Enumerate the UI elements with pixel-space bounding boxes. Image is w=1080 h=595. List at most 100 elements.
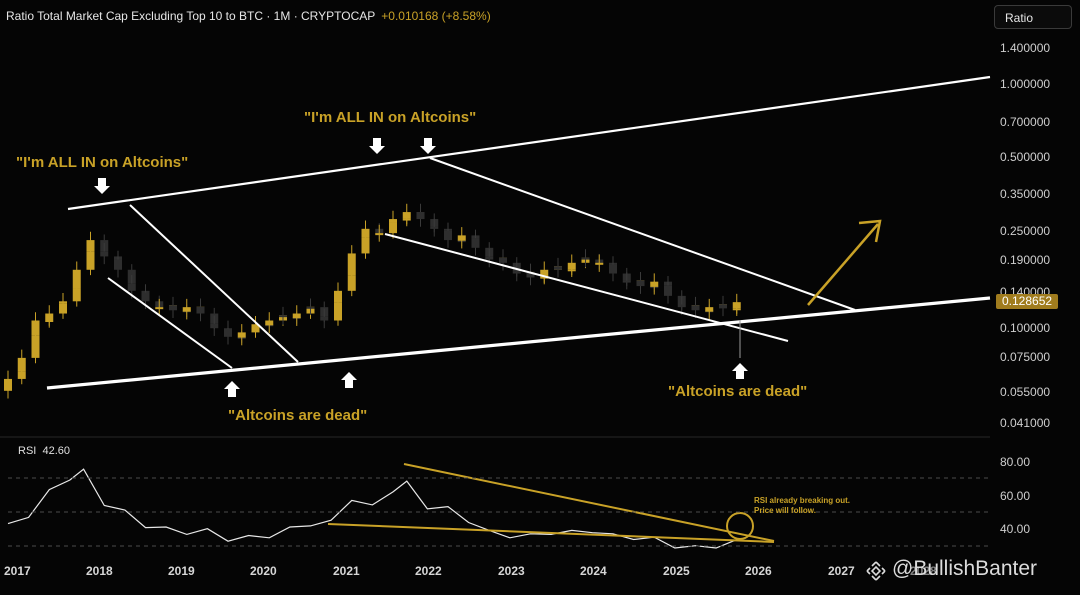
candle-body [471,238,480,248]
x-tick-label: 2020 [250,564,277,578]
candle-body [45,313,54,320]
candle-body [210,323,219,329]
candle-body [320,316,329,321]
arrow-down-icon [420,138,436,154]
candle-body [705,307,714,312]
rsi-tick-label: 80.00 [1000,455,1031,469]
y-tick-label: 0.700000 [1000,115,1051,129]
candle-body [719,304,727,309]
candle-body [196,306,205,314]
x-tick-label: 2018 [86,564,113,578]
arrow-up-icon [732,363,748,379]
x-tick-label: 2021 [333,564,360,578]
candle-body [636,280,645,287]
candle-body [567,262,576,270]
chart-header: Ratio Total Market Cap Excluding Top 10 … [6,9,491,23]
rsi-value: 42.60 [42,445,70,457]
rsi-tick-label: 40.00 [1000,522,1031,536]
candle-body [499,257,507,263]
rsi-label: RSI [18,445,37,457]
arrow-down-icon [369,138,385,154]
scale-mode-button[interactable]: Ratio [994,5,1072,29]
rsi-legend: RSI 42.60 [18,445,70,457]
candle-body [485,256,494,260]
candle-body [416,211,425,220]
candle-body [664,285,672,296]
candle-body [361,228,370,238]
watermark-text: @BullishBanter [892,557,1038,580]
y-tick-label: 0.350000 [1000,187,1051,201]
candle-body [457,235,466,241]
candle-body [361,237,370,254]
candle-body [224,328,232,337]
breakout-arrow-head [858,219,882,243]
candle-body [306,306,315,309]
candle-body [677,304,686,308]
candle-body [609,264,617,274]
arrow-up-icon [341,372,357,388]
x-tick-label: 2026 [745,564,772,578]
x-tick-label: 2027 [828,564,855,578]
candle-body [100,251,109,257]
rsi-note-line1: RSI already breaking out. [754,496,851,505]
candle-body [72,269,81,289]
arrow-up-icon [224,381,240,397]
candle-body [279,315,287,318]
candle-body [86,251,95,270]
candle-body [347,275,356,291]
x-tick-label: 2022 [415,564,442,578]
chart-title: Ratio Total Market Cap Excluding Top 10 … [6,9,376,23]
candles-group [4,203,741,399]
candle-body [512,271,521,274]
candle-body [375,233,384,236]
wedge2-lower-line [384,233,789,342]
annotation-all-in-2021: "I'm ALL IN on Altcoins" [304,109,477,126]
binance-logo-icon [866,561,886,581]
candle-body [265,320,274,326]
rsi-upper-trendline [403,463,775,542]
y-tick-label: 0.041000 [1000,416,1051,430]
y-tick-label: 1.400000 [1000,41,1051,55]
price-change: +0.010168 (+8.58%) [381,9,491,23]
rsi-note-line2: Price will follow. [754,506,816,515]
breakout-arrow-line [807,223,879,306]
candle-body [430,226,439,229]
annotation-all-in-2018: "I'm ALL IN on Altcoins" [16,154,189,171]
candle-body [114,259,122,270]
x-tick-label: 2025 [663,564,690,578]
candle-body [155,307,164,310]
candle-body [59,301,67,304]
rsi-line [7,468,738,549]
candle-body [650,281,659,287]
candle-body [86,240,95,252]
candle-body [31,335,40,358]
arrow-down-icon [94,178,110,194]
rsi-note: RSI already breaking out. Price will fol… [754,496,850,516]
x-tick-label: 2023 [498,564,525,578]
trendlines-group [46,75,991,397]
y-tick-label: 0.100000 [1000,321,1051,335]
y-tick-label: 0.500000 [1000,150,1051,164]
candle-body [554,266,562,270]
candle-body [17,357,26,372]
candle-body [732,302,741,309]
candle-body [141,292,150,302]
candle-body [444,230,452,241]
y-tick-label: 1.000000 [1000,77,1051,91]
x-tick-label: 2019 [168,564,195,578]
candle-body [402,212,411,219]
x-tick-label: 2017 [4,564,31,578]
annotation-dead-2025: "Altcoins are dead" [668,383,808,400]
candle-body [251,324,260,327]
candle-body [622,280,631,283]
x-tick-label: 2028 [910,564,937,578]
candle-body [4,378,12,391]
wedge1-upper-line [129,204,299,363]
candle-body [334,290,342,303]
candle-body [540,269,549,277]
candle-body [237,332,246,338]
candle-body [334,302,342,321]
candle-body [595,262,604,265]
